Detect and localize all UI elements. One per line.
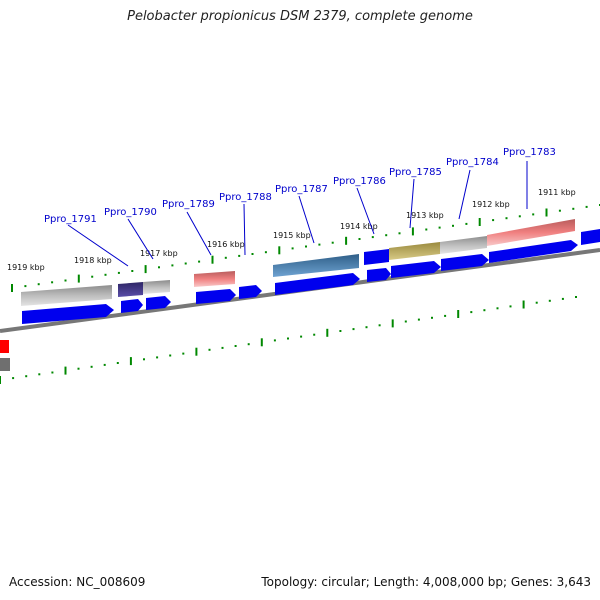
leader-line — [67, 224, 129, 267]
cds-arrow — [581, 229, 600, 245]
cds-track — [22, 229, 600, 324]
tick-label: 1917 kbp — [140, 249, 178, 258]
cds-arrow — [489, 240, 578, 263]
genome-title: Pelobacter propionicus DSM 2379, complet… — [127, 9, 473, 24]
cog-block-gray — [143, 280, 170, 294]
cds-arrow — [146, 296, 171, 310]
cog-block-steelblue — [273, 254, 359, 277]
gene-label[interactable]: Ppro_1791 — [44, 214, 97, 225]
tick-label: 1916 kbp — [207, 240, 245, 249]
tick-label: 1913 kbp — [406, 211, 444, 220]
leader-line — [298, 195, 315, 244]
cds-arrow — [22, 304, 114, 324]
gene-label[interactable]: Ppro_1790 — [104, 207, 157, 218]
tick-label: 1911 kbp — [538, 188, 576, 197]
cog-block-gray — [21, 285, 112, 306]
cds-arrow — [364, 249, 389, 265]
tick-label: 1914 kbp — [340, 222, 378, 231]
gene-labels: Ppro_1791 Ppro_1790 Ppro_1789 Ppro_1788 … — [44, 147, 556, 225]
cog-block-red — [487, 219, 575, 246]
tick-label: 1919 kbp — [7, 263, 45, 272]
cog-block-gray-left — [0, 358, 10, 371]
cds-arrow — [391, 261, 441, 278]
cog-track — [21, 219, 575, 306]
cog-block-purple — [118, 282, 143, 297]
accession-text: Accession: NC_008609 — [9, 575, 146, 589]
cds-arrow — [441, 254, 489, 271]
tick-label: 1915 kbp — [273, 231, 311, 240]
leader-line — [127, 218, 154, 260]
gene-label[interactable]: Ppro_1784 — [446, 157, 499, 168]
cog-block-gray — [440, 236, 487, 254]
topology-text: Topology: circular; Length: 4,008,000 bp… — [261, 575, 591, 589]
gene-label[interactable]: Ppro_1785 — [389, 167, 442, 178]
cds-arrow — [239, 285, 262, 299]
gene-label[interactable]: Ppro_1783 — [503, 147, 556, 158]
gene-leader-lines — [67, 161, 528, 267]
gene-label[interactable]: Ppro_1789 — [162, 199, 215, 210]
gene-label[interactable]: Ppro_1787 — [275, 184, 328, 195]
gene-label[interactable]: Ppro_1786 — [333, 176, 386, 187]
leader-line — [186, 211, 212, 256]
tick-dots-group — [0, 204, 600, 384]
cog-block-red — [194, 271, 235, 287]
leader-line — [458, 169, 471, 220]
cds-arrow — [367, 268, 391, 282]
cds-arrow — [121, 299, 143, 313]
leader-line — [243, 203, 246, 256]
leader-line — [356, 187, 375, 235]
cds-arrow — [275, 273, 360, 295]
kbp-axis-labels: 1919 kbp 1918 kbp 1917 kbp 1916 kbp 1915… — [7, 188, 576, 272]
leader-line — [409, 178, 415, 229]
cds-arrow — [196, 289, 236, 304]
gene-label[interactable]: Ppro_1788 — [219, 192, 272, 203]
tick-label: 1918 kbp — [74, 256, 112, 265]
cog-block-olive — [389, 242, 440, 260]
cog-block-red-left — [0, 340, 9, 353]
tick-label: 1912 kbp — [472, 200, 510, 209]
